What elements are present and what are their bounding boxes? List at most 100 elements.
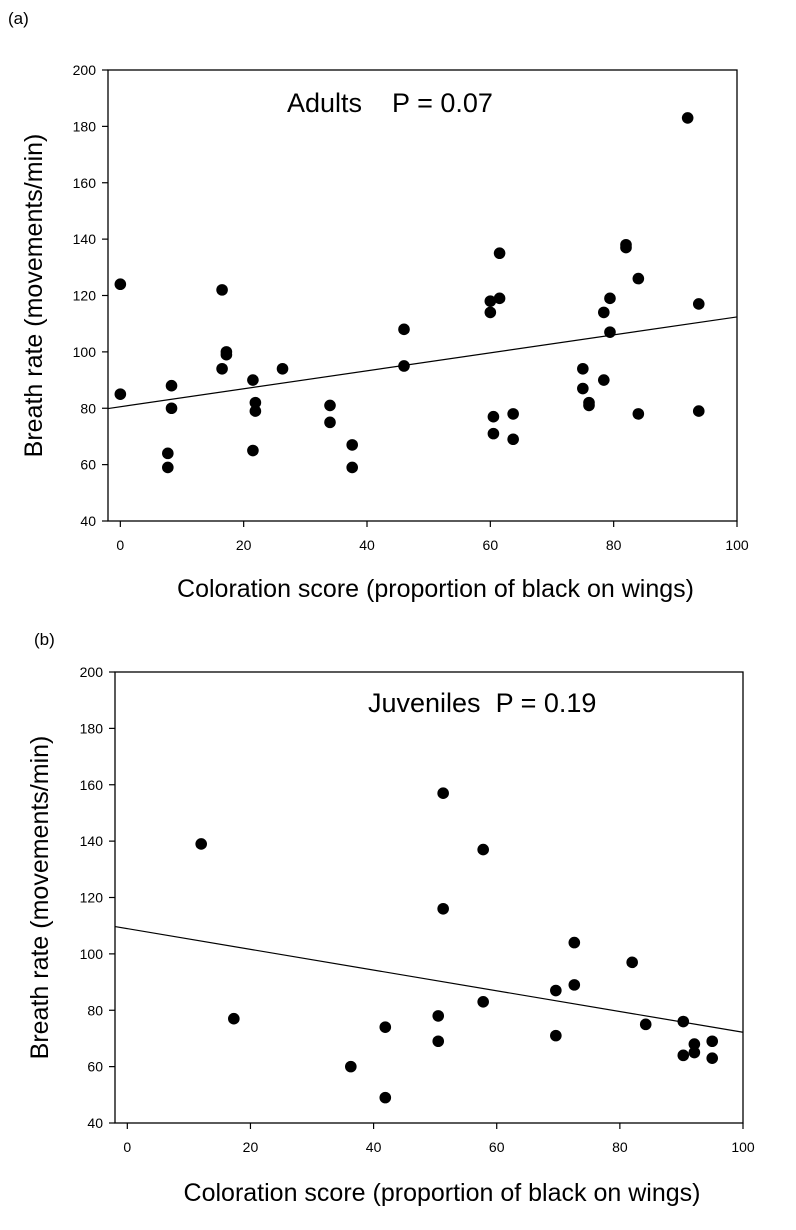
data-point [487,427,500,440]
data-point [437,787,449,800]
y-tick-label: 160 [73,175,97,191]
data-point [493,292,506,305]
data-point [162,461,174,474]
y-tick-label: 140 [73,231,97,247]
panel-label: (a) [8,9,29,28]
data-point [398,360,410,372]
data-point [692,298,705,310]
y-tick-label: 120 [80,890,104,906]
x-axis-title: Coloration score (proportion of black on… [177,575,694,603]
data-point [114,278,127,291]
y-tick-label: 60 [80,457,96,473]
data-point [681,112,694,124]
data-point [249,396,262,409]
data-point [345,1060,357,1073]
x-tick-label: 100 [725,537,749,553]
data-point [568,979,581,991]
y-tick-label: 140 [80,833,104,849]
data-point [398,323,410,336]
panel-label: (b) [34,630,55,649]
data-point [220,348,233,361]
data-point [437,902,449,915]
y-tick-label: 80 [80,400,96,416]
data-point [165,402,178,415]
data-point [324,399,336,412]
x-axis-title: Coloration score (proportion of black on… [184,1179,701,1207]
regression-line [114,925,744,1033]
data-point [432,1010,445,1022]
data-point [114,388,127,400]
data-point [639,1018,652,1031]
plot-frame [107,69,738,522]
y-tick-label: 80 [87,1002,103,1018]
data-point [677,1015,690,1028]
y-tick-label: 100 [80,946,104,962]
data-point [568,936,581,949]
data-point [484,295,497,307]
y-tick-label: 200 [73,62,97,78]
data-point [507,433,519,446]
data-point [706,1052,719,1064]
data-point [195,838,207,850]
data-point [477,843,489,856]
data-point [216,362,228,375]
data-point [346,439,359,451]
plot-frame [114,671,744,1124]
y-tick-label: 40 [80,513,96,529]
data-point [493,247,506,260]
y-tick-label: 120 [73,288,97,304]
panel-juveniles: 0 20 40 60 80 100 40 60 80 100 120 140 160 180 200 (b) J… [26,630,755,1207]
data-point [379,1091,392,1104]
panel-adults: 0 20 40 60 80 100 40 60 80 100 120 140 160 180 200 (a) A… [8,9,749,603]
data-point [604,292,616,305]
x-tick-label: 80 [606,537,622,553]
data-point [706,1035,719,1048]
x-tick-label: 100 [731,1139,755,1155]
data-point [550,1029,562,1042]
data-point [632,408,645,420]
data-point [228,1012,240,1025]
data-point [688,1046,701,1059]
data-point [550,984,562,997]
data-point [247,444,259,457]
data-point [247,374,259,386]
annotation: Adults P = 0.07 [287,88,493,118]
x-tick-label: 0 [116,537,124,553]
data-point [249,405,262,417]
data-point [688,1038,701,1050]
y-tick-label: 180 [73,118,97,134]
y-axis-title: Breath rate (movements/min) [26,736,54,1060]
y-tick-label: 180 [80,720,104,736]
x-tick-label: 40 [366,1139,382,1155]
y-tick-label: 200 [80,664,104,680]
data-point [379,1021,392,1033]
data-point [162,447,174,460]
data-point [346,461,359,474]
data-point [507,408,519,420]
data-point [632,272,645,285]
x-tick-label: 0 [123,1139,131,1155]
data-point [620,241,632,254]
data-point [487,410,500,423]
data-point [626,956,638,969]
data-point [692,405,705,417]
x-tick-label: 80 [612,1139,628,1155]
y-tick-label: 60 [87,1059,103,1075]
x-tick-label: 60 [489,1139,505,1155]
data-point [577,382,589,395]
data-point [477,995,489,1008]
data-point [604,326,616,338]
data-point [165,379,178,392]
data-point [484,306,497,319]
data-point [598,374,610,386]
data-point [598,306,610,319]
x-tick-label: 40 [359,537,375,553]
x-tick-label: 20 [236,537,252,553]
y-tick-label: 160 [80,777,104,793]
y-tick-label: 100 [73,344,97,360]
y-axis-title: Breath rate (movements/min) [20,134,48,458]
x-tick-label: 60 [483,537,499,553]
data-point [276,362,289,375]
data-point [216,284,228,296]
